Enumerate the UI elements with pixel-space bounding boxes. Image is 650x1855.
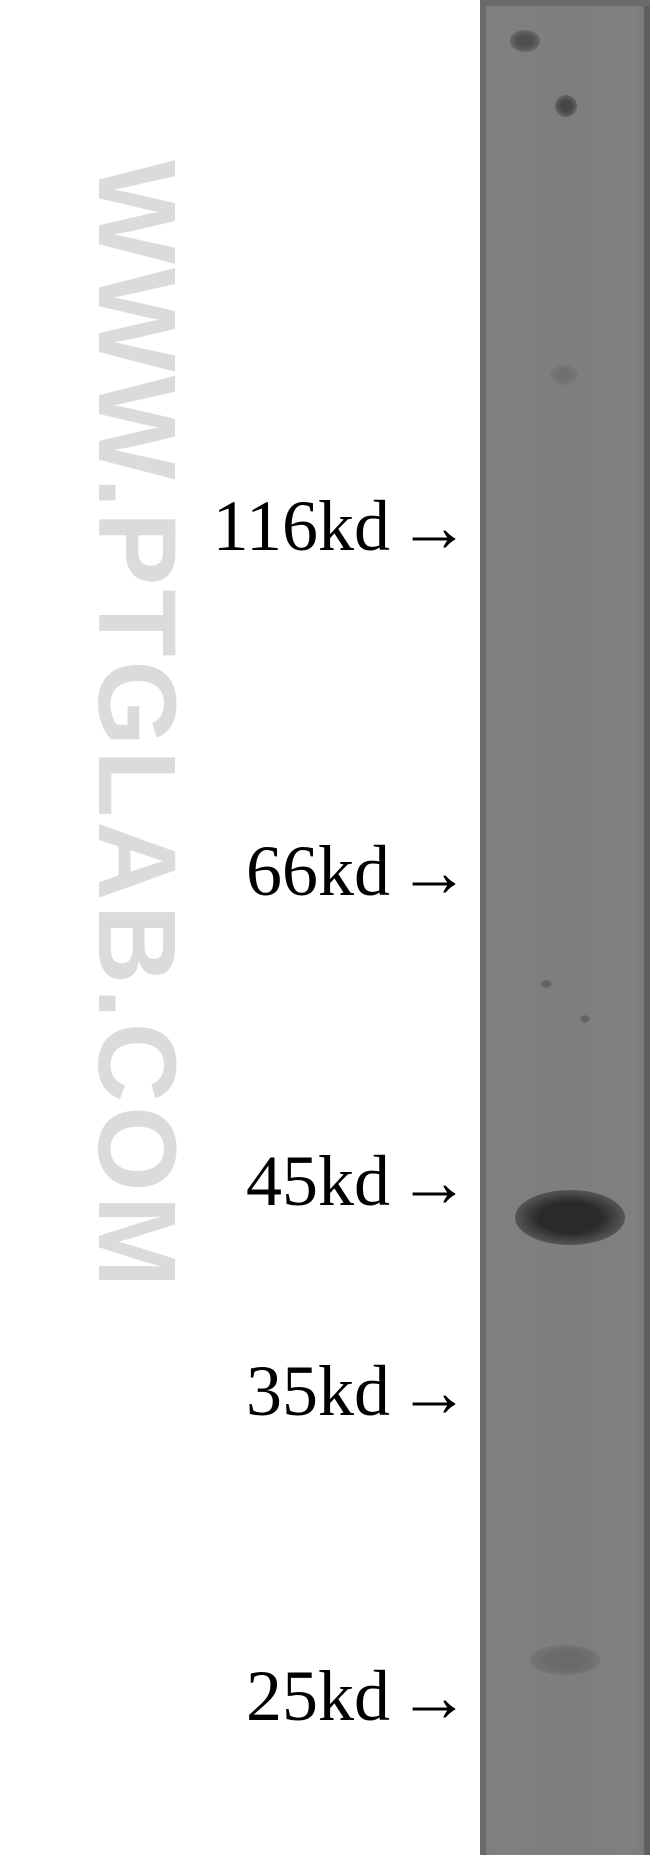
- marker-label-35kd: 35kd: [246, 1350, 390, 1433]
- marker-row-25kd: 25kd →: [0, 1655, 470, 1738]
- artifact-spot-0: [510, 30, 540, 52]
- arrow-icon: →: [398, 836, 470, 908]
- arrow-icon: →: [398, 491, 470, 563]
- marker-row-66kd: 66kd →: [0, 830, 470, 913]
- artifact-spot-4: [580, 1015, 590, 1023]
- marker-label-116kd: 116kd: [213, 485, 390, 568]
- band-faint-band-25kd: [530, 1645, 600, 1675]
- arrow-icon: →: [398, 1356, 470, 1428]
- artifact-spot-2: [550, 365, 578, 385]
- marker-label-66kd: 66kd: [246, 830, 390, 913]
- band-main-band-45kd: [515, 1190, 625, 1245]
- marker-label-25kd: 25kd: [246, 1655, 390, 1738]
- blot-lane: [480, 0, 650, 1855]
- artifact-spot-3: [540, 980, 552, 988]
- arrow-icon: →: [398, 1661, 470, 1733]
- lane-edge-top: [480, 0, 650, 6]
- lane-edge-left: [480, 0, 486, 1855]
- marker-row-35kd: 35kd →: [0, 1350, 470, 1433]
- arrow-icon: →: [398, 1146, 470, 1218]
- artifact-spot-1: [555, 95, 577, 117]
- lane-edge-right: [644, 0, 650, 1855]
- marker-row-116kd: 116kd →: [0, 485, 470, 568]
- marker-row-45kd: 45kd →: [0, 1140, 470, 1223]
- watermark-text: WWW.PTGLAB.COM: [73, 160, 200, 1291]
- marker-label-45kd: 45kd: [246, 1140, 390, 1223]
